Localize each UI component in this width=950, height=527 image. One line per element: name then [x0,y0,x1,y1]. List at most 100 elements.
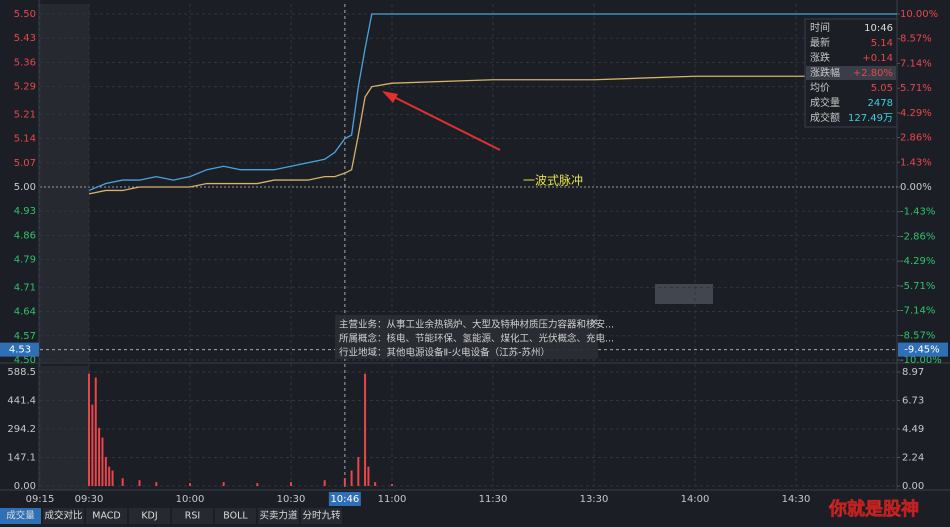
y-tick-label: 4.79 [14,255,36,266]
volume-bar [138,480,141,486]
y2-tick-label: 4.29% [900,108,932,119]
tooltip-line: 主营业务：从事工业余热锅炉、大型及特种材质压力容器和核安... [339,319,614,331]
y-tick-label: 4.57 [14,331,36,342]
x-tick-label: 09:15 [26,494,55,505]
tab-label: 买卖力道 [259,510,298,522]
tab[interactable] [0,508,41,524]
y-tick-label: 5.07 [14,158,36,169]
tab[interactable] [129,508,170,524]
y-tick-label: 5.50 [14,9,36,20]
tab[interactable] [215,508,256,524]
volume-bar [88,373,90,486]
y2-tick-label: 10.00% [900,9,938,20]
info-value: 127.49万 [848,113,893,124]
crosshair-box [328,492,361,506]
info-label: 最新 [810,36,830,49]
y-tick-label: 5.14 [14,134,36,145]
volume-bar [94,377,97,486]
info-label: 时间 [810,21,830,34]
info-value: 2478 [868,98,893,109]
arrow [387,93,501,151]
vol-y2-tick-label: 0.00 [902,481,924,492]
x-tick-label: 09:30 [75,494,104,505]
y2-tick-label: 5.71% [900,83,932,94]
y2-tick-label: 0.00% [900,182,932,193]
watermark: 你就是股神 [828,498,919,520]
info-value: 5.14 [871,38,893,49]
y-tick-label: 4.71 [14,282,36,293]
volume-bar [111,470,114,486]
tooltip-close[interactable]: × [590,317,598,328]
x-tick-label: 10:00 [176,494,205,505]
y2-tick-label: -4.29% [900,256,935,267]
volume-bar [108,466,111,486]
y2-tick-label: 1.43% [900,157,932,168]
vol-y2-tick-label: 6.73 [902,395,924,406]
volume-bar [222,482,225,486]
tooltip-line: 所属概念：核电、节能环保、氢能源、煤化工、光伏概念、充电... [339,333,614,345]
volume-bar [91,404,94,486]
volume-bar [323,480,326,486]
vol-y2-tick-label: 2.24 [902,453,924,464]
y-tick-label: 5.36 [14,57,36,68]
price-line [88,13,897,192]
volume-bar [391,484,393,486]
crosshair-box [0,342,39,357]
tab-label: 成交量 [6,510,35,522]
x-tick-label: 13:30 [580,494,609,505]
vol-y2-tick-label: 4.49 [902,424,924,435]
x-tick-label: 11:30 [479,494,508,505]
info-value: 10:46 [864,23,893,34]
y2-tick-label: 8.57% [900,34,932,45]
y2-tick-label: -5.71% [900,281,935,292]
info-value: 5.05 [871,83,893,94]
y-tick-label: 4.86 [14,230,36,241]
tab[interactable] [86,508,127,524]
tab-label: 分时九转 [302,510,341,522]
volume-bar [290,482,292,486]
y-tick-label: 4.50 [14,355,36,366]
volume-bar [364,373,367,486]
tab[interactable] [258,508,299,524]
volume-bar [101,437,104,486]
info-value: +0.14 [862,53,893,64]
tooltip [335,315,598,359]
y-tick-label: 5.00 [14,182,36,193]
x-tick-label: 11:00 [378,494,407,505]
highlight-row [806,66,896,80]
info-value: +2.80% [853,68,893,79]
annotation: 一波式脉冲 [523,173,583,188]
y-tick-label: 4.64 [14,307,36,318]
tab-label: 成交对比 [44,510,82,522]
tab-label: RSI [185,511,200,522]
tab[interactable] [172,508,213,524]
y2-tick-label: -2.86% [900,231,935,242]
volume-bar [256,483,259,486]
y2-tick-label: -8.57% [900,330,935,341]
y2-tick-label: 2.86% [900,133,932,144]
volume-bar [367,466,370,486]
vol-y2-tick-label: 8.97 [902,367,924,378]
y-tick-label: 5.43 [14,33,36,44]
arrow-head [382,91,398,103]
info-label: 涨跌幅 [810,66,840,79]
y2-tick-label: -7.14% [900,306,935,317]
info-label: 涨跌 [810,51,830,64]
tab[interactable] [301,508,342,524]
info-label: 均价 [810,82,830,94]
y2-tick-label: 7.14% [900,58,932,69]
tab-label: KDJ [141,511,157,522]
tooltip-line: 行业地域：其他电源设备Ⅱ-火电设备（江苏-苏州） [339,347,550,359]
y-tick-label: 5.29 [14,82,36,93]
volume-bar [343,478,346,486]
x-tick-label: 14:30 [782,494,811,505]
volume-bar [357,456,360,486]
vol-tick-label: 294.2 [7,424,36,435]
vol-tick-label: 588.5 [7,367,36,378]
volume-bar [374,482,377,486]
volume-bar [104,456,107,486]
tab[interactable] [43,508,84,524]
auction-zone [40,366,89,490]
